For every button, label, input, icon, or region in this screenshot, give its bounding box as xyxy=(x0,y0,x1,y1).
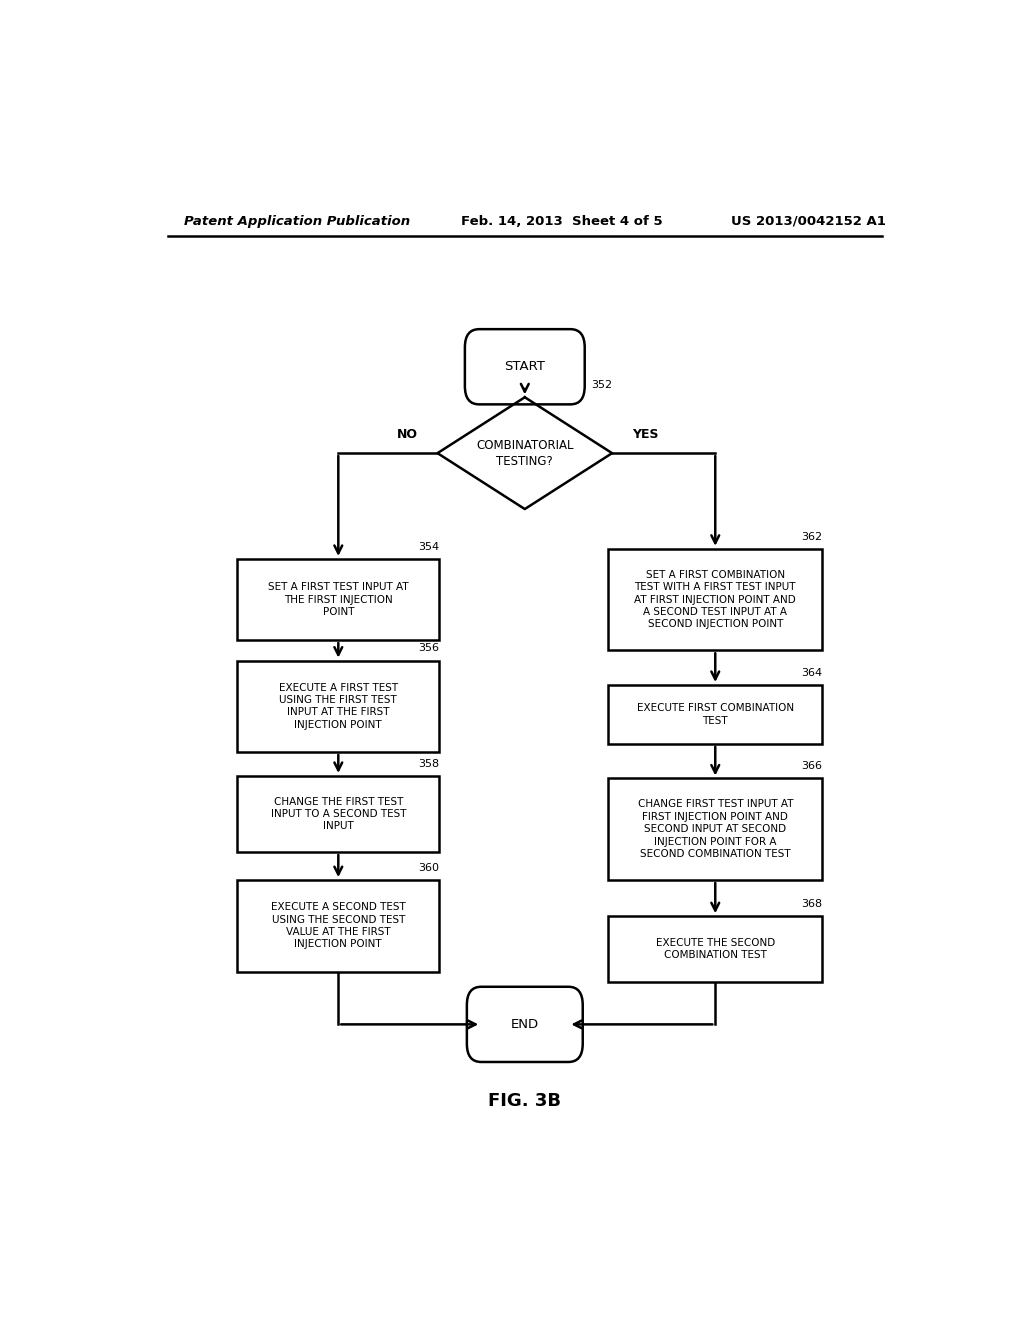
Text: END: END xyxy=(511,1018,539,1031)
Bar xyxy=(238,776,439,853)
Text: SET A FIRST COMBINATION
TEST WITH A FIRST TEST INPUT
AT FIRST INJECTION POINT AN: SET A FIRST COMBINATION TEST WITH A FIRS… xyxy=(635,570,796,630)
Text: NO: NO xyxy=(396,428,418,441)
Text: Feb. 14, 2013  Sheet 4 of 5: Feb. 14, 2013 Sheet 4 of 5 xyxy=(461,215,663,228)
Text: 358: 358 xyxy=(419,759,439,768)
Text: EXECUTE A SECOND TEST
USING THE SECOND TEST
VALUE AT THE FIRST
INJECTION POINT: EXECUTE A SECOND TEST USING THE SECOND T… xyxy=(271,902,406,949)
Bar xyxy=(608,916,822,982)
Bar xyxy=(238,880,439,972)
FancyBboxPatch shape xyxy=(467,987,583,1063)
Text: 354: 354 xyxy=(419,541,439,552)
Bar xyxy=(238,558,439,640)
Text: EXECUTE FIRST COMBINATION
TEST: EXECUTE FIRST COMBINATION TEST xyxy=(637,704,794,726)
Text: 364: 364 xyxy=(801,668,822,677)
Text: COMBINATORIAL
TESTING?: COMBINATORIAL TESTING? xyxy=(476,438,573,467)
Bar xyxy=(608,779,822,880)
Text: 362: 362 xyxy=(801,532,822,541)
Text: 368: 368 xyxy=(801,899,822,909)
Text: YES: YES xyxy=(632,428,658,441)
Text: US 2013/0042152 A1: US 2013/0042152 A1 xyxy=(731,215,886,228)
Text: EXECUTE A FIRST TEST
USING THE FIRST TEST
INPUT AT THE FIRST
INJECTION POINT: EXECUTE A FIRST TEST USING THE FIRST TES… xyxy=(279,682,398,730)
Text: Patent Application Publication: Patent Application Publication xyxy=(183,215,410,228)
Text: 366: 366 xyxy=(802,762,822,771)
Text: 356: 356 xyxy=(419,643,439,653)
Text: CHANGE FIRST TEST INPUT AT
FIRST INJECTION POINT AND
SECOND INPUT AT SECOND
INJE: CHANGE FIRST TEST INPUT AT FIRST INJECTI… xyxy=(638,800,793,859)
Bar xyxy=(608,549,822,651)
Text: START: START xyxy=(505,360,545,374)
Text: CHANGE THE FIRST TEST
INPUT TO A SECOND TEST
INPUT: CHANGE THE FIRST TEST INPUT TO A SECOND … xyxy=(270,796,407,832)
Text: 352: 352 xyxy=(591,380,612,391)
Bar xyxy=(238,660,439,752)
Bar xyxy=(608,685,822,744)
Text: 360: 360 xyxy=(419,863,439,873)
Text: FIG. 3B: FIG. 3B xyxy=(488,1092,561,1110)
Text: EXECUTE THE SECOND
COMBINATION TEST: EXECUTE THE SECOND COMBINATION TEST xyxy=(655,939,775,961)
Text: SET A FIRST TEST INPUT AT
THE FIRST INJECTION
POINT: SET A FIRST TEST INPUT AT THE FIRST INJE… xyxy=(268,582,409,616)
FancyBboxPatch shape xyxy=(465,329,585,404)
